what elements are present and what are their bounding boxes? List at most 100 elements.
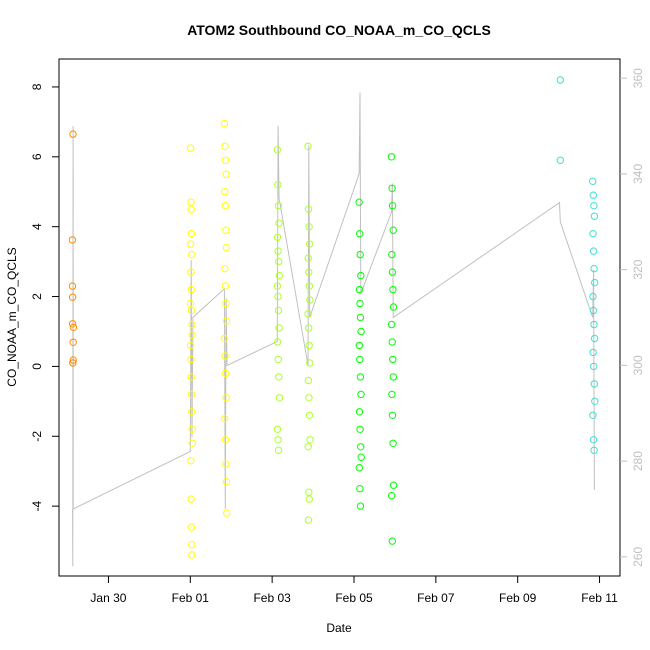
data-point: [186, 341, 195, 350]
data-point: [274, 436, 282, 444]
y-tick-label: -4: [30, 500, 44, 511]
data-point: [306, 436, 314, 444]
data-point: [389, 303, 398, 311]
data-point: [274, 181, 282, 189]
data-point: [186, 299, 195, 308]
data-point: [222, 226, 230, 234]
data-point: [306, 240, 314, 248]
y-axis-label: CO_NOAA_m_CO_QCLS: [5, 247, 19, 386]
data-point: [274, 338, 282, 346]
y2-tick-label: 320: [631, 259, 645, 279]
data-point: [68, 293, 77, 301]
y-tick-label: 8: [30, 83, 44, 90]
data-point: [187, 355, 195, 364]
data-point: [275, 271, 283, 280]
data-point: [186, 144, 195, 152]
data-point: [220, 334, 229, 343]
y-tick-label: -2: [30, 431, 44, 442]
data-point: [275, 373, 283, 381]
data-point: [305, 268, 313, 276]
data-point: [591, 397, 599, 405]
chart-title: ATOM2 Southbound CO_NOAA_m_CO_QCLS: [187, 22, 491, 38]
data-point: [220, 119, 229, 128]
data-point: [274, 292, 282, 301]
data-point: [223, 509, 231, 517]
data-point: [187, 523, 196, 531]
data-point: [273, 282, 282, 290]
data-point: [304, 310, 312, 318]
data-point: [590, 212, 599, 220]
data-point: [221, 415, 229, 423]
data-point: [275, 219, 283, 227]
data-point: [273, 425, 282, 433]
data-point: [357, 327, 365, 336]
y2-axis: 260 280 300 320 340 360: [620, 68, 645, 567]
data-point: [589, 191, 597, 199]
data-point: [305, 394, 313, 402]
data-point: [304, 376, 313, 385]
data-point: [187, 268, 195, 276]
data-point: [222, 478, 231, 486]
data-point: [304, 516, 313, 524]
data-point: [187, 198, 195, 206]
data-point: [187, 306, 196, 315]
data-point: [68, 320, 77, 328]
data-point: [356, 485, 364, 493]
data-point: [306, 296, 314, 304]
data-point: [187, 495, 195, 503]
y2-tick-label: 360: [631, 68, 645, 88]
data-point: [589, 306, 598, 315]
data-point: [589, 348, 597, 357]
data-point: [305, 411, 314, 419]
data-point: [222, 394, 230, 402]
data-point: [221, 142, 229, 151]
data-point: [356, 355, 364, 364]
y-tick-label: 2: [30, 293, 44, 300]
data-point: [389, 355, 397, 364]
data-point: [356, 250, 364, 259]
data-point: [274, 446, 283, 454]
y2-tick-label: 300: [631, 355, 645, 375]
y-tick-label: 0: [30, 363, 44, 370]
data-point: [275, 257, 283, 266]
data-point: [188, 425, 196, 433]
x-tick-label: Feb 03: [253, 591, 291, 605]
data-point: [388, 184, 396, 193]
altitude-trace-line: [72, 92, 595, 567]
data-point: [355, 464, 363, 472]
y2-tick-label: 280: [631, 451, 645, 471]
data-point: [187, 230, 196, 238]
data-point: [275, 324, 283, 332]
data-point: [187, 240, 195, 248]
data-point: [69, 359, 77, 367]
data-point: [356, 230, 364, 238]
data-point: [221, 436, 230, 444]
data-point: [305, 282, 314, 290]
data-point: [187, 373, 195, 381]
data-point: [591, 278, 599, 287]
data-point: [590, 320, 598, 329]
data-point: [222, 243, 231, 252]
data-point: [221, 188, 229, 196]
data-point: [357, 443, 365, 451]
data-point: [389, 481, 398, 489]
data-point: [589, 292, 597, 301]
data-point: [389, 439, 397, 447]
data-point: [274, 306, 283, 315]
data-point: [188, 331, 196, 339]
x-tick-label: Feb 11: [581, 591, 618, 605]
data-point: [188, 250, 196, 259]
data-point: [187, 457, 195, 465]
x-tick-label: Jan 30: [90, 591, 126, 605]
data-point: [187, 390, 196, 399]
data-point: [221, 202, 230, 210]
data-point: [388, 492, 396, 500]
data-point: [357, 453, 365, 461]
data-point: [222, 369, 230, 378]
data-point: [388, 338, 396, 346]
data-point: [356, 299, 364, 308]
data-point: [556, 76, 564, 84]
x-tick-label: Feb 09: [499, 591, 537, 605]
data-point: [69, 323, 78, 331]
